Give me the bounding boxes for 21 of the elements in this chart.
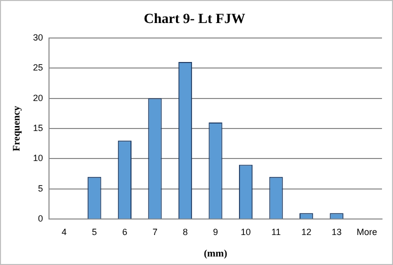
- y-axis-title: Frequency: [12, 106, 23, 152]
- x-tick-label: 7: [152, 227, 158, 238]
- x-tick-label: 12: [301, 227, 312, 238]
- y-tick-label: 25: [32, 62, 44, 73]
- x-axis-title: (mm): [204, 248, 228, 260]
- x-tick-label: 13: [332, 227, 342, 238]
- y-tick-label: 0: [38, 214, 44, 224]
- x-tick-label: 9: [213, 227, 218, 238]
- x-tick-label: 6: [122, 227, 128, 238]
- y-tick-label: 5: [38, 183, 44, 194]
- x-tick-label: 10: [240, 227, 251, 238]
- x-tick-label: 4: [62, 227, 67, 238]
- x-tick-label: 11: [271, 227, 281, 238]
- x-tick-label: 8: [182, 227, 188, 238]
- x-tick-label: More: [356, 227, 378, 238]
- y-tick-label: 10: [32, 153, 44, 164]
- y-tick-label: 15: [32, 122, 44, 133]
- y-tick-label: 30: [32, 32, 44, 42]
- y-tick-label: 20: [32, 92, 44, 103]
- x-tick-label: 5: [92, 227, 97, 238]
- chart-title: Chart 9- Lt FJW: [144, 12, 246, 28]
